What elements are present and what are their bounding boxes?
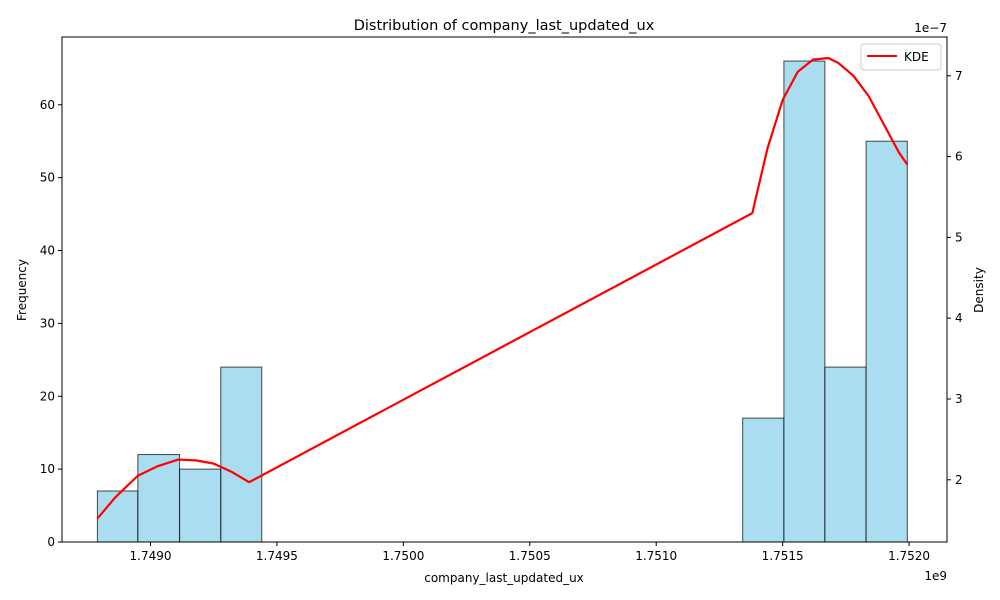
histogram-bar bbox=[96, 490, 139, 543]
x-axis: 1.7490 1.7495 1.7500 1.7505 1.7510 1.7515 1.75… bbox=[130, 542, 930, 563]
y-axis-label: Frequency bbox=[15, 259, 29, 321]
y-tick-label: 10 bbox=[40, 462, 55, 476]
y-tick-label: 60 bbox=[40, 98, 55, 112]
y2-tick-label: 4 bbox=[955, 311, 963, 325]
kde-line bbox=[96, 56, 909, 520]
x-tick-label: 1.7495 bbox=[256, 549, 298, 563]
y2-axis-label: Density bbox=[972, 267, 986, 313]
legend-kde-label: KDE bbox=[904, 50, 929, 64]
y2-tick-label: 7 bbox=[955, 69, 963, 83]
y-tick-label: 50 bbox=[40, 171, 55, 185]
histogram-bar bbox=[137, 454, 181, 543]
x-tick-label: 1.7510 bbox=[635, 549, 677, 563]
x-offset-label: 1e9 bbox=[924, 569, 947, 583]
y2-offset-label: 1e−7 bbox=[914, 21, 947, 35]
histogram-bar bbox=[783, 60, 826, 543]
histogram-bar bbox=[220, 366, 263, 543]
y-axis-left: 0 10 20 30 40 50 60 bbox=[40, 98, 62, 549]
y-tick-label: 0 bbox=[47, 535, 55, 549]
y-tick-label: 20 bbox=[40, 389, 55, 403]
y-tick-label: 40 bbox=[40, 244, 55, 258]
x-tick-label: 1.7505 bbox=[509, 549, 551, 563]
plot-frame bbox=[61, 36, 948, 543]
histogram-bar bbox=[824, 366, 867, 543]
legend: KDE bbox=[860, 43, 942, 71]
histogram-bar bbox=[742, 417, 785, 543]
y2-tick-label: 3 bbox=[955, 392, 963, 406]
y2-tick-label: 5 bbox=[955, 230, 963, 244]
x-tick-label: 1.7515 bbox=[762, 549, 804, 563]
chart-title: Distribution of company_last_updated_ux bbox=[354, 18, 655, 34]
kde-series bbox=[96, 56, 909, 520]
histogram-bar bbox=[865, 140, 908, 543]
histogram-bars bbox=[96, 60, 908, 543]
x-axis-label: company_last_updated_ux bbox=[424, 571, 584, 585]
y2-tick-label: 2 bbox=[955, 473, 963, 487]
x-tick-label: 1.7500 bbox=[382, 549, 424, 563]
y-tick-label: 30 bbox=[40, 316, 55, 330]
y-axis-right: 2 3 4 5 6 7 bbox=[947, 69, 963, 487]
histogram-bar bbox=[179, 468, 222, 543]
legend-box bbox=[860, 43, 942, 71]
x-tick-label: 1.7490 bbox=[130, 549, 172, 563]
x-tick-label: 1.7520 bbox=[888, 549, 930, 563]
y2-tick-label: 6 bbox=[955, 150, 963, 164]
